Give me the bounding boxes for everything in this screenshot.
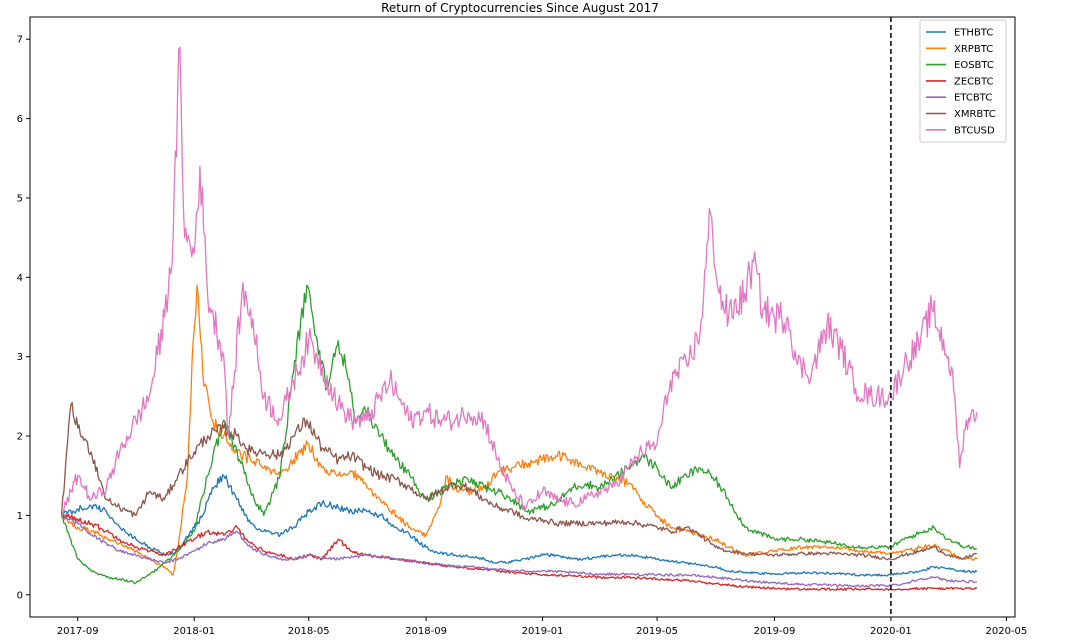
y-tick-label: 3 [17, 352, 23, 363]
plot-frame [29, 16, 1016, 618]
series-line-ethbtc [60, 474, 978, 577]
x-tick-label: 2017-09 [57, 626, 99, 637]
y-tick-label: 7 [17, 35, 23, 46]
x-tick-label: 2019-09 [754, 626, 796, 637]
x-tick-label: 2019-05 [636, 626, 678, 637]
legend-label-eosbtc: EOSBTC [954, 60, 994, 71]
x-tick-label: 2018-05 [288, 626, 330, 637]
x-tick-label: 2020-01 [870, 626, 912, 637]
legend-label-btcusd: BTCUSD [954, 125, 995, 136]
x-tick-label: 2019-01 [522, 626, 564, 637]
y-axis: 0 1 2 3 4 5 6 7 [17, 35, 30, 601]
legend-label-ethbtc: ETHBTC [954, 28, 993, 39]
legend-label-zecbtc: ZECBTC [954, 76, 994, 87]
y-tick-label: 6 [17, 114, 23, 125]
y-tick-label: 0 [17, 590, 23, 601]
series-line-xrpbtc [60, 284, 978, 576]
series-line-btcusd [60, 46, 978, 516]
series-line-eosbtc [60, 284, 977, 585]
series-line-etcbtc [60, 512, 977, 588]
legend-label-xrpbtc: XRPBTC [954, 44, 993, 55]
series-line-zecbtc [61, 513, 978, 591]
y-tick-label: 2 [17, 432, 23, 443]
y-tick-label: 4 [17, 273, 23, 284]
chart-title: Return of Cryptocurrencies Since August … [381, 1, 659, 15]
y-tick-label: 5 [17, 193, 23, 204]
y-tick-label: 1 [17, 511, 23, 522]
x-tick-label: 2020-05 [986, 626, 1028, 637]
x-tick-label: 2018-09 [405, 626, 447, 637]
legend-label-etcbtc: ETCBTC [954, 93, 992, 104]
series-layer [60, 46, 978, 591]
legend-box [919, 19, 1007, 143]
series-line-xmrbtc [60, 401, 977, 561]
x-axis: 2017-09 2018-01 2018-05 2018-09 2019-01 2019-… [57, 617, 1027, 637]
plot-area [29, 16, 1016, 618]
legend-label-xmrbtc: XMRBTC [954, 109, 996, 120]
legend: ETHBTC XRPBTC EOSBTC ZECBTC ETCBTC XMRBTC BTCU… [919, 19, 1007, 143]
x-tick-label: 2018-01 [173, 626, 215, 637]
